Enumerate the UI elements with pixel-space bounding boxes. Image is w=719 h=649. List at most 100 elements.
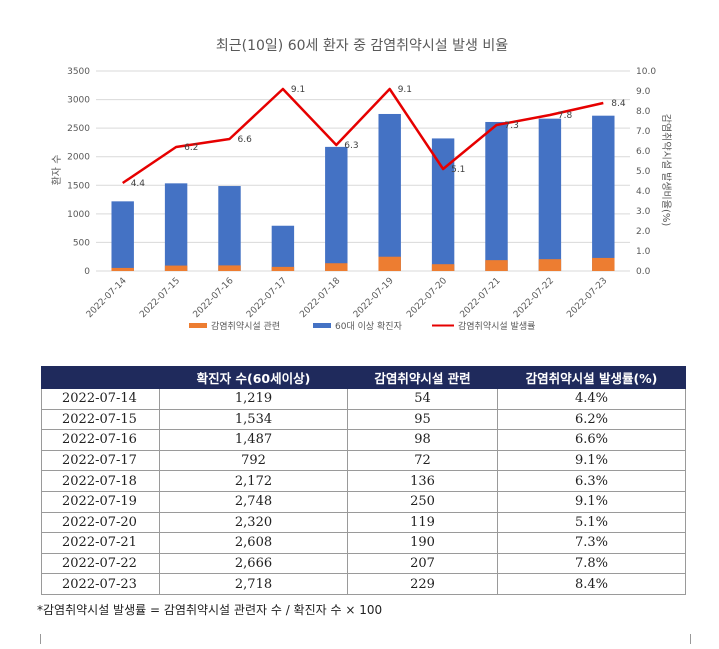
right-axis-ticks: 0.0 1.0 2.0 3.0 4.0 5.0 6.0 7.0 8.0 9.0 10.0 — [636, 67, 656, 277]
cell-confirmed: 2,666 — [159, 552, 348, 575]
right-tick-label: 2.0 — [636, 227, 651, 237]
left-tick-label: 0 — [84, 267, 90, 277]
bar-facility — [378, 256, 401, 271]
cell-confirmed: 1,219 — [159, 388, 348, 410]
left-tick-label: 2000 — [67, 153, 90, 163]
x-tick-label: 2022-07-22 — [512, 276, 556, 320]
table-row: 2022-07-17 792 72 9.1% — [41, 449, 686, 472]
cell-rate: 7.3% — [497, 532, 686, 554]
right-tick-label: 10.0 — [636, 67, 656, 77]
table-header-facility: 감염취약시설 관련 — [347, 366, 498, 389]
cell-confirmed: 2,718 — [159, 573, 348, 595]
right-tick-label: 6.0 — [636, 147, 651, 157]
series-confirmed-bars — [111, 113, 615, 272]
legend-label-facility: 감염취약시설 관련 — [211, 320, 280, 332]
bar-confirmed — [538, 118, 562, 272]
rate-label: 7.3 — [505, 121, 519, 131]
bar-confirmed — [592, 115, 615, 271]
left-tick-label: 3500 — [67, 67, 90, 77]
cell-confirmed: 2,608 — [159, 532, 348, 554]
right-axis-label: 감염취약시설 발생비율(%) — [660, 114, 672, 227]
left-tick-label: 3000 — [67, 96, 90, 106]
cell-date: 2022-07-20 — [41, 511, 160, 534]
right-tick-label: 7.0 — [636, 127, 651, 137]
chart-legend: 감염취약시설 관련 60대 이상 확진자 감염취약시설 발생률 — [189, 320, 535, 332]
bar-confirmed — [431, 138, 455, 271]
table-row: 2022-07-23 2,718 229 8.4% — [41, 573, 686, 595]
rate-label: 9.1 — [291, 85, 305, 95]
cell-confirmed: 2,172 — [159, 470, 348, 492]
rate-label: 7.8 — [558, 111, 573, 121]
rate-line — [122, 87, 604, 185]
rate-label: 9.1 — [398, 85, 412, 95]
table-header-row: 확진자 수(60세이상) 감염취약시설 관련 감염취약시설 발생률(%) — [41, 366, 686, 389]
legend-label-confirmed: 60대 이상 확진자 — [335, 320, 403, 332]
cell-confirmed: 2,320 — [159, 511, 348, 534]
rate-data-labels: 4.4 6.2 6.6 9.1 6.3 9.1 5.1 7.3 7.8 8.4 — [131, 85, 626, 189]
cell-date: 2022-07-19 — [41, 490, 160, 513]
rate-label: 4.4 — [131, 179, 146, 189]
right-tick-label: 3.0 — [636, 207, 651, 217]
table-header-rate: 감염취약시설 발생률(%) — [497, 366, 686, 389]
x-tick-label: 2022-07-14 — [85, 276, 129, 320]
bar-confirmed — [164, 183, 188, 271]
table-header-confirmed: 확진자 수(60세이상) — [159, 366, 348, 389]
rate-label: 8.4 — [611, 99, 626, 109]
cell-rate: 6.3% — [497, 470, 686, 492]
page-corner-mark-left — [30, 634, 41, 644]
cell-date: 2022-07-16 — [41, 429, 160, 451]
cell-date: 2022-07-15 — [41, 408, 160, 431]
rate-label: 6.2 — [184, 143, 198, 153]
cell-facility: 250 — [347, 490, 498, 513]
x-tick-label: 2022-07-17 — [245, 276, 289, 320]
table-row: 2022-07-21 2,608 190 7.3% — [41, 532, 686, 554]
bar-confirmed — [271, 225, 295, 271]
rate-label: 6.3 — [344, 141, 358, 151]
legend-swatch-facility — [189, 323, 207, 328]
table-row: 2022-07-18 2,172 136 6.3% — [41, 470, 686, 492]
bar-facility — [592, 257, 615, 271]
page-corner-mark-right — [690, 634, 701, 644]
rate-label: 5.1 — [451, 165, 465, 175]
cell-confirmed: 2,748 — [159, 490, 348, 513]
x-tick-label: 2022-07-15 — [138, 276, 182, 320]
table-row: 2022-07-15 1,534 95 6.2% — [41, 408, 686, 431]
bar-confirmed — [325, 146, 348, 271]
bar-confirmed — [111, 201, 134, 271]
table-row: 2022-07-14 1,219 54 4.4% — [41, 388, 686, 410]
cell-rate: 9.1% — [497, 490, 686, 513]
combo-chart: 최근(10일) 60세 환자 중 감염취약시설 발생 비율 0 500 1000 15… — [51, 38, 672, 332]
cell-facility: 72 — [347, 449, 498, 472]
bar-confirmed — [485, 121, 508, 271]
bar-confirmed — [378, 113, 401, 271]
cell-date: 2022-07-21 — [41, 532, 160, 554]
right-tick-label: 8.0 — [636, 107, 651, 117]
x-tick-label: 2022-07-18 — [298, 276, 342, 320]
bar-confirmed — [218, 186, 241, 271]
cell-facility: 136 — [347, 470, 498, 492]
left-axis-ticks: 0 500 1000 1500 2000 2500 3000 3500 — [67, 67, 90, 277]
bar-facility — [485, 260, 508, 271]
bar-facility — [431, 264, 455, 271]
legend-swatch-confirmed — [313, 323, 331, 328]
cell-facility: 95 — [347, 408, 498, 431]
chart-title: 최근(10일) 60세 환자 중 감염취약시설 발생 비율 — [216, 38, 508, 54]
cell-facility: 98 — [347, 429, 498, 451]
table-header-date — [41, 366, 160, 389]
left-tick-label: 1500 — [67, 181, 90, 191]
table-row: 2022-07-20 2,320 119 5.1% — [41, 511, 686, 534]
data-table: 확진자 수(60세이상) 감염취약시설 관련 감염취약시설 발생률(%) 202… — [41, 366, 686, 595]
cell-rate: 8.4% — [497, 573, 686, 595]
bar-facility — [164, 265, 188, 271]
cell-facility: 119 — [347, 511, 498, 534]
cell-date: 2022-07-14 — [41, 388, 160, 410]
cell-rate: 5.1% — [497, 511, 686, 534]
footnote: *감염취약시설 발생률 = 감염취약시설 관련자 수 / 확진자 수 × 100 — [37, 603, 383, 617]
table-row: 2022-07-22 2,666 207 7.8% — [41, 552, 686, 575]
series-rate-line — [122, 87, 604, 185]
right-tick-label: 9.0 — [636, 87, 651, 97]
cell-rate: 6.2% — [497, 408, 686, 431]
cell-rate: 4.4% — [497, 388, 686, 410]
bar-facility — [325, 263, 348, 271]
rate-label: 6.6 — [238, 135, 253, 145]
